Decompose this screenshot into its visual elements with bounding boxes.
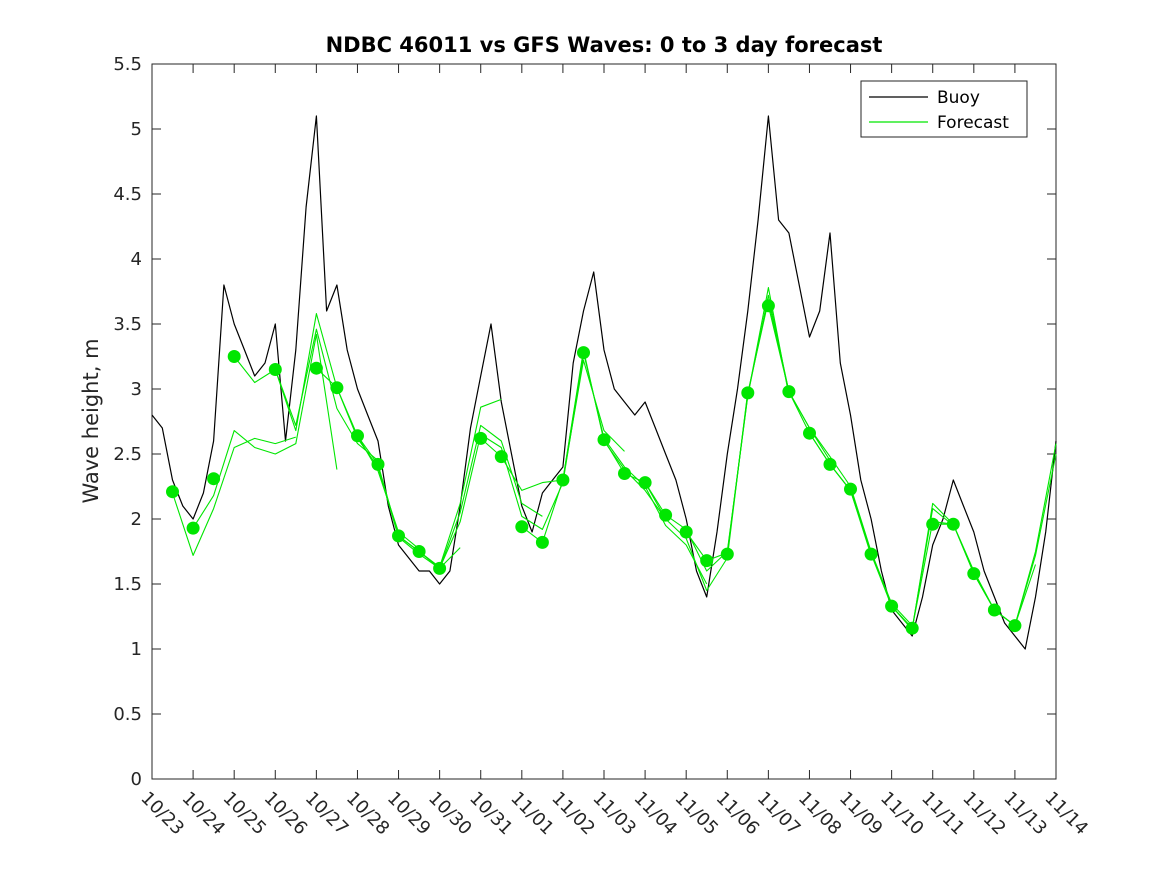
y-tick-label: 2.5 (113, 444, 142, 465)
y-tick-label: 5.5 (113, 54, 142, 75)
y-tick-label: 3.5 (113, 314, 142, 335)
forecast-marker (186, 521, 200, 535)
forecast-marker (803, 426, 816, 440)
axes-box (151, 63, 1057, 780)
forecast-marker (761, 299, 775, 313)
buoy-series (151, 115, 1057, 650)
forecast-series-line (192, 333, 338, 529)
forecast-marker (535, 535, 549, 549)
forecast-marker (515, 520, 529, 534)
legend-label-buoy: Buoy (937, 88, 980, 108)
forecast-marker (618, 467, 631, 480)
legend-box (860, 80, 1028, 138)
y-tick-label: 2 (131, 509, 142, 530)
forecast-marker (412, 545, 426, 558)
y-tick-label: 1.5 (113, 574, 142, 595)
forecast-marker (577, 346, 590, 360)
forecast-marker (351, 429, 364, 443)
forecast-marker (864, 547, 878, 561)
buoy-series-line (151, 115, 1057, 650)
forecast-marker (679, 525, 693, 539)
forecast-marker (371, 457, 385, 471)
forecast-marker (782, 385, 796, 399)
forecast-marker (1008, 619, 1022, 633)
forecast-marker (885, 599, 899, 613)
y-tick-label: 4 (131, 249, 142, 270)
forecast-marker (720, 547, 734, 561)
forecast-marker (905, 621, 919, 635)
forecast-marker (494, 450, 508, 464)
y-tick-label: 5 (131, 119, 142, 140)
y-tick-label: 4.5 (113, 184, 142, 205)
forecast-marker (823, 457, 837, 471)
forecast-series-line (171, 436, 296, 556)
forecast-marker (556, 473, 570, 487)
forecast-marker (433, 561, 447, 575)
forecast-marker (268, 363, 282, 376)
forecast-series-line (767, 305, 913, 626)
forecast-marker (309, 361, 323, 375)
y-tick-label: 0.5 (113, 704, 142, 725)
forecast-marker (987, 603, 1001, 617)
forecast-marker (741, 386, 755, 400)
forecast-marker (207, 472, 221, 486)
forecast-marker (597, 433, 611, 447)
forecast-marker (946, 517, 960, 531)
legend-label-forecast: Forecast (937, 113, 1009, 133)
legend: Buoy Forecast (860, 80, 1028, 138)
forecast-series-line (480, 359, 625, 491)
y-tick-label: 1 (131, 639, 142, 660)
y-axis-label: Wave height, m (79, 338, 103, 503)
forecast-marker (166, 485, 179, 499)
forecast-marker (474, 431, 488, 445)
forecast-markers (166, 299, 1022, 635)
forecast-marker (330, 381, 344, 395)
forecast-marker (926, 517, 940, 531)
forecast-marker (967, 567, 981, 581)
forecast-marker (392, 529, 405, 543)
y-tick-label: 3 (131, 379, 142, 400)
forecast-series-line (849, 488, 995, 631)
forecast-marker (659, 508, 673, 522)
plot-area: 00.511.522.533.544.555.5 10/2310/2410/25… (113, 54, 1092, 839)
y-tick-label: 0 (131, 769, 142, 790)
forecast-marker (700, 554, 714, 568)
chart-title: NDBC 46011 vs GFS Waves: 0 to 3 day fore… (326, 33, 883, 57)
forecast-marker (844, 482, 857, 496)
forecast-marker (638, 476, 652, 490)
forecast-series-line (562, 352, 708, 585)
forecast-marker (227, 350, 241, 363)
